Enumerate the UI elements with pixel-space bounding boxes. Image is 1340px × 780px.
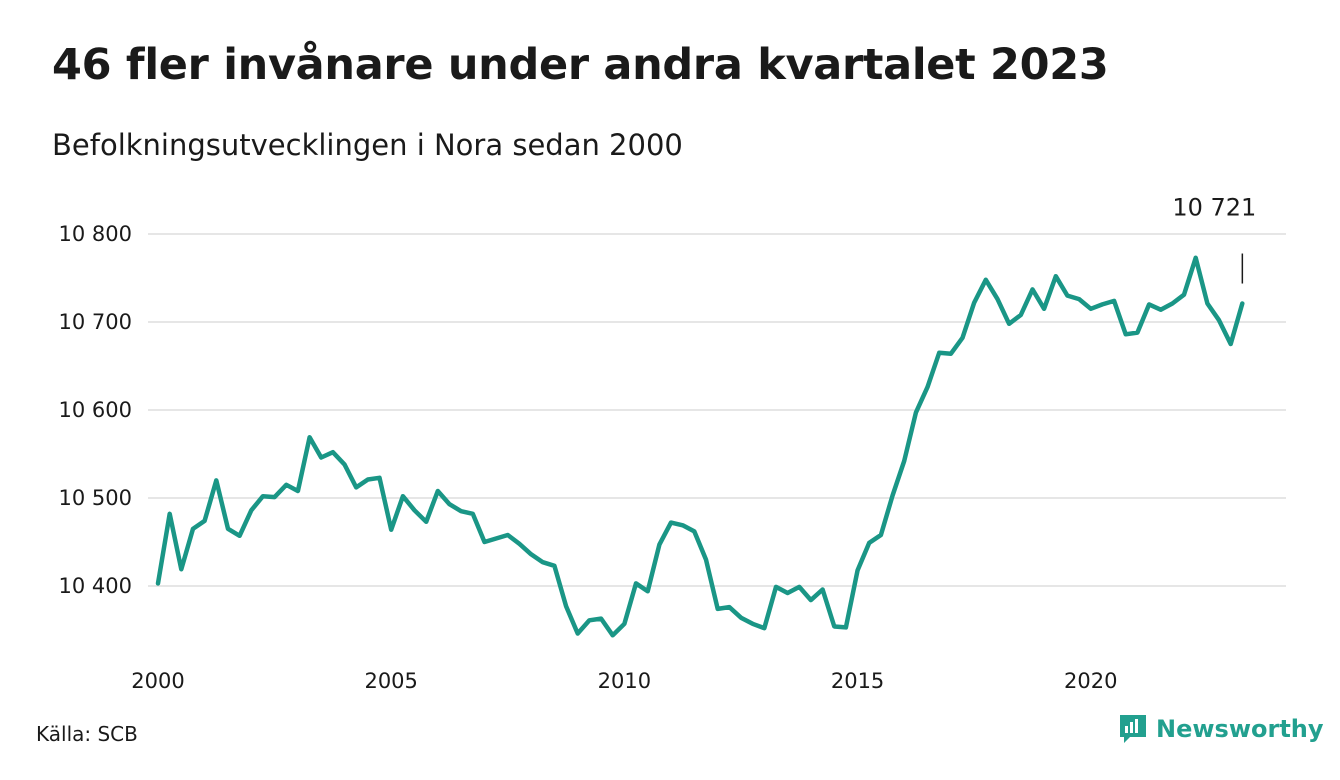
source-label: Källa: SCB xyxy=(36,722,138,746)
y-tick-label: 10 400 xyxy=(59,574,132,598)
brand-logo: Newsworthy xyxy=(1118,713,1324,745)
x-tick-label: 2005 xyxy=(364,669,417,693)
x-tick-label: 2020 xyxy=(1064,669,1117,693)
gridlines xyxy=(148,233,1286,587)
newsworthy-logo-icon xyxy=(1120,715,1146,743)
population-line xyxy=(155,255,1245,638)
x-tick-label: 2010 xyxy=(598,669,651,693)
brand-name: Newsworthy xyxy=(1156,715,1324,743)
chart-subtitle: Befolkningsutvecklingen i Nora sedan 200… xyxy=(52,128,683,162)
x-tick-label: 2015 xyxy=(831,669,884,693)
x-axis-tick-labels: 2000 2005 2010 2015 2020 xyxy=(131,669,1117,693)
x-tick-label: 2000 xyxy=(131,669,184,693)
annotation-label: 10 721 xyxy=(1172,194,1256,222)
y-axis-tick-labels: 10 400 10 500 10 600 10 700 10 800 xyxy=(59,222,132,598)
y-tick-label: 10 800 xyxy=(59,222,132,246)
y-tick-label: 10 600 xyxy=(59,398,132,422)
y-tick-label: 10 500 xyxy=(59,486,132,510)
chart-title: 46 fler invånare under andra kvartalet 2… xyxy=(52,40,1109,90)
y-tick-label: 10 700 xyxy=(59,310,132,334)
